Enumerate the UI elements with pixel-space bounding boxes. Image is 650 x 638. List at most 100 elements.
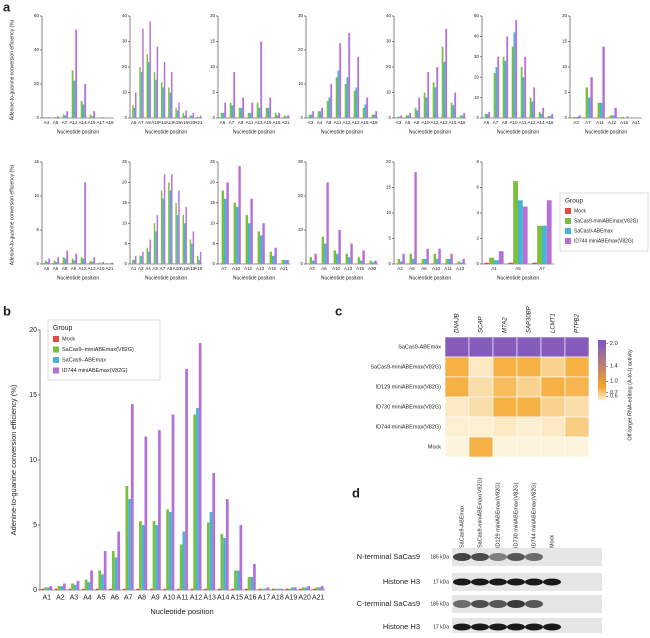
bar [533, 87, 535, 118]
y-tick-label: 30 [474, 54, 480, 59]
bar [228, 117, 230, 118]
bar [132, 105, 133, 118]
heatmap-cell [565, 417, 589, 437]
y-tick-label: 10 [122, 220, 128, 225]
bar [436, 67, 438, 118]
bar [460, 115, 462, 118]
bar [607, 117, 609, 118]
x-axis-title: Nucleotide position [145, 275, 187, 281]
y-tick-label: 50 [474, 13, 480, 18]
bar [514, 32, 516, 118]
x-tick-label: A18 [360, 120, 369, 125]
bar [280, 589, 283, 590]
bar [93, 257, 95, 264]
x-tick-label: A7 [229, 120, 235, 125]
bar [291, 587, 294, 590]
bar [277, 115, 279, 118]
row-label: SaCas9-ABEmax [398, 344, 441, 350]
y-tick-label: 15 [34, 159, 40, 164]
bar [193, 231, 194, 264]
bar [320, 111, 322, 118]
bar [136, 589, 139, 590]
panel-letter: c [335, 303, 342, 318]
x-tick-label: A6 [131, 120, 137, 125]
blot-band [471, 624, 489, 631]
bar [92, 116, 94, 118]
x-tick-label: A7 [539, 266, 545, 271]
lane-label: ID730 miniABEmax(V82G) [513, 482, 519, 548]
bar [288, 589, 291, 590]
bar [134, 260, 135, 264]
x-axis-title: Nucleotide position [57, 129, 99, 135]
bar [164, 589, 167, 590]
bar [117, 532, 120, 591]
bar [523, 207, 528, 264]
y-tick-label: 10 [562, 64, 568, 69]
y-tick-label: 20 [29, 327, 37, 334]
bar [155, 80, 156, 118]
bar [436, 259, 438, 264]
bar [223, 113, 225, 118]
bar [453, 105, 455, 118]
x-tick-label: A5 [44, 266, 50, 271]
y-tick-label: 20 [210, 180, 216, 185]
bar [148, 62, 149, 118]
bar [336, 77, 338, 118]
bar [154, 72, 155, 118]
x-tick-label: A6 [110, 595, 119, 602]
legend-title: Group [565, 198, 583, 205]
bar [264, 589, 267, 590]
x-tick-label: A8 [414, 120, 420, 125]
bar [102, 117, 104, 118]
heatmap-cell [469, 377, 493, 397]
bar [455, 263, 457, 264]
heatmap-cell [445, 377, 469, 397]
y-tick-label: 0 [564, 115, 567, 120]
bar [448, 259, 450, 264]
row-label: ID129 miniABEmax(V82G) [376, 384, 442, 390]
bar [191, 244, 192, 264]
bar [75, 30, 77, 118]
x-tick-label: A15 [263, 120, 272, 125]
bar [168, 87, 169, 118]
x-tick-label: A1 [491, 266, 497, 271]
bar [81, 101, 83, 118]
colorbar-tick-label: 1.4 [610, 364, 618, 370]
x-tick-label: A11 [519, 120, 527, 125]
x-tick-label: A3 [309, 266, 315, 271]
bar [177, 589, 180, 590]
blot-band [489, 624, 507, 631]
bar [63, 257, 65, 264]
bar [400, 115, 402, 118]
bar [106, 263, 108, 264]
bar [346, 254, 348, 264]
bar [513, 181, 518, 264]
x-tick-label: A13 [256, 266, 265, 271]
bar [532, 102, 534, 118]
legend-swatch [53, 357, 59, 363]
bar [92, 262, 94, 264]
x-axis-title: Nucleotide position [497, 275, 539, 281]
y-tick-label: 30 [298, 13, 304, 18]
blot-row-label: C-terminal SaCas9 [357, 599, 420, 608]
bar [93, 111, 95, 118]
x-tick-label: A3 [396, 120, 402, 125]
y-tick-label: 5 [564, 90, 567, 95]
heatmap-cell [493, 417, 517, 437]
bar [631, 117, 633, 118]
bar [218, 589, 221, 590]
y-tick-label: 25 [122, 159, 128, 164]
heatmap-cell [493, 337, 517, 357]
bar [417, 110, 419, 118]
bar [226, 182, 228, 264]
bar [484, 263, 489, 264]
bar [139, 521, 142, 590]
bar [438, 249, 440, 264]
x-tick-label: A12 [430, 120, 439, 125]
legend-swatch [565, 238, 571, 244]
bar [90, 571, 93, 591]
bar [322, 237, 324, 264]
y-tick-label: 15 [562, 39, 568, 44]
bar [98, 571, 101, 591]
x-tick-label: A10 [332, 266, 341, 271]
